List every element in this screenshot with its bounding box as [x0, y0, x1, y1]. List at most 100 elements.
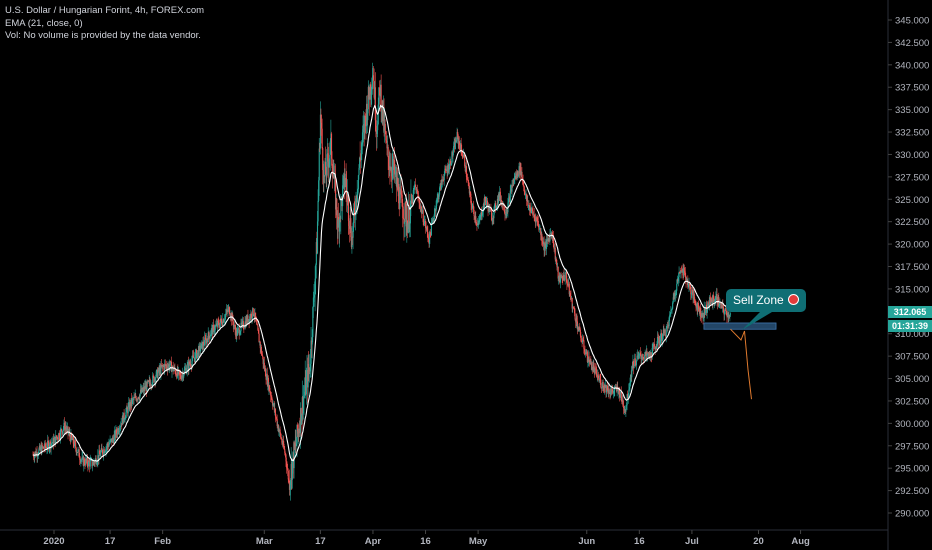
candle-body: [267, 377, 269, 385]
candle-body: [701, 313, 704, 314]
candle-body: [138, 398, 140, 400]
candle-body: [349, 225, 351, 229]
candle-body: [666, 326, 668, 328]
candle-body: [93, 462, 95, 464]
candle-body: [615, 386, 617, 388]
candle-body: [53, 439, 55, 446]
candle-body: [93, 461, 95, 463]
candle-body: [685, 277, 687, 282]
candle-body: [179, 371, 181, 375]
candle-body: [374, 87, 376, 121]
candle-body: [580, 335, 582, 341]
ema-indicator-label[interactable]: EMA (21, close, 0): [5, 17, 83, 29]
candle-body: [465, 166, 467, 172]
candle-body: [167, 366, 169, 370]
candle-body: [559, 275, 561, 283]
candle-body: [395, 171, 397, 186]
candle-body: [107, 445, 109, 447]
candle-body: [316, 242, 318, 254]
candle-body: [573, 307, 575, 309]
candle-body: [676, 283, 678, 291]
candle-body: [90, 459, 92, 461]
candle-body: [512, 185, 514, 187]
candle-body: [654, 346, 656, 350]
candle-body: [234, 324, 236, 326]
candle-body: [622, 399, 624, 407]
candle-body: [147, 380, 149, 383]
candle-body: [631, 366, 633, 378]
candle-body: [135, 395, 137, 399]
candle-body: [540, 233, 542, 235]
candle-body: [596, 376, 598, 378]
candle-body: [453, 142, 455, 147]
candle-body: [44, 442, 46, 447]
candle-body: [211, 327, 213, 335]
candle-body: [365, 117, 367, 127]
candle-body: [381, 111, 383, 113]
candle-body: [372, 75, 374, 79]
candle-body: [80, 459, 83, 461]
candle-body: [303, 395, 305, 399]
candle-body: [447, 164, 449, 172]
candle-body: [335, 179, 337, 210]
candle-body: [291, 461, 293, 480]
candle-body: [384, 123, 386, 131]
price-tick-label: 295.000: [895, 464, 929, 475]
candle-body: [420, 206, 423, 214]
candle-body: [523, 184, 525, 187]
candle-body: [56, 437, 58, 438]
candle-body: [566, 284, 569, 285]
candle-body: [605, 384, 607, 393]
symbol-title[interactable]: U.S. Dollar / Hungarian Forint, 4h, FORE…: [5, 5, 205, 16]
candle-body: [414, 184, 416, 186]
candle-body: [392, 159, 395, 170]
candle-body: [661, 332, 663, 342]
candle-body: [527, 205, 529, 207]
candle-body: [617, 388, 619, 394]
candle-body: [560, 274, 562, 278]
candle-body: [135, 398, 137, 401]
candle-body: [103, 449, 105, 454]
volume-indicator-label[interactable]: Vol: No volume is provided by the data v…: [5, 30, 201, 41]
candle-body: [71, 433, 73, 438]
candle-body: [463, 154, 465, 157]
candle-body: [557, 266, 559, 279]
candle-body: [550, 233, 552, 235]
candle-body: [420, 206, 422, 208]
candle-body: [76, 452, 78, 453]
candle-body: [558, 275, 560, 278]
candle-body: [697, 302, 699, 308]
candle-body: [708, 297, 711, 306]
price-tick-label: 345.000: [895, 16, 929, 27]
candle-body: [721, 304, 723, 309]
candle-body: [211, 327, 213, 331]
candle-body: [719, 302, 721, 306]
candle-body: [530, 208, 532, 213]
candle-body: [359, 157, 361, 159]
price-tick-label: 302.500: [895, 396, 929, 407]
candle-body: [137, 399, 139, 401]
candle-body: [437, 195, 439, 200]
time-axis[interactable]: 2020 17 Feb Mar 17 Apr 16 May Jun 16 Jul 20 Aug: [0, 529, 888, 547]
candle-body: [103, 449, 105, 455]
candle-body: [235, 329, 237, 337]
candle-body: [163, 364, 166, 371]
candle-body: [485, 199, 487, 204]
candle-body: [60, 428, 62, 430]
candle-body: [575, 317, 577, 323]
candle-body: [655, 347, 657, 349]
candle-body: [709, 297, 711, 299]
candle-body: [323, 175, 326, 177]
sell-zone-rect[interactable]: [703, 322, 777, 330]
candle-body: [355, 195, 357, 215]
candle-body: [714, 299, 716, 301]
candle-body: [662, 329, 664, 334]
sell-zone-callout[interactable]: Sell Zone: [726, 289, 806, 312]
candle-body: [177, 368, 179, 375]
candle-body: [391, 172, 393, 177]
candle-body: [423, 222, 425, 224]
candle-body: [133, 397, 135, 400]
candle-body: [218, 325, 220, 327]
